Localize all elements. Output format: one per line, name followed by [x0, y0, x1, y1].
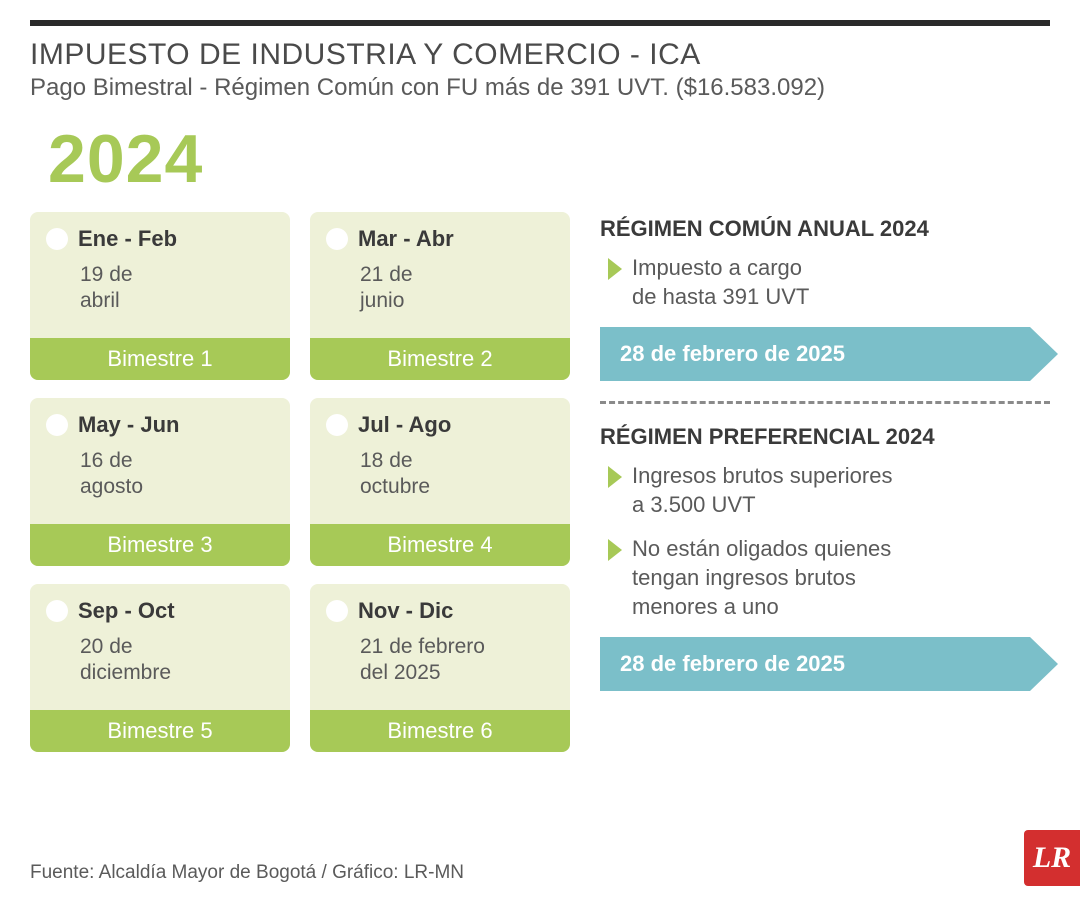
bimester-period: Sep - Oct — [78, 598, 175, 624]
bimester-period: Mar - Abr — [358, 226, 454, 252]
chevron-right-icon — [608, 539, 622, 561]
source-credit: Fuente: Alcaldía Mayor de Bogotá / Gráfi… — [30, 862, 464, 884]
bimester-date: 21 dejunio — [360, 262, 554, 315]
bimester-period: Nov - Dic — [358, 598, 453, 624]
bimester-footer: Bimestre 4 — [310, 524, 570, 566]
dot-icon — [46, 228, 68, 250]
regimen-comun-title: RÉGIMEN COMÚN ANUAL 2024 — [600, 216, 1050, 242]
dot-icon — [46, 600, 68, 622]
bimester-footer: Bimestre 6 — [310, 710, 570, 752]
bimester-card: Ene - Feb 19 deabril Bimestre 1 — [30, 212, 290, 380]
bimester-card: Nov - Dic 21 de febrerodel 2025 Bimestre… — [310, 584, 570, 752]
bimester-date: 18 deoctubre — [360, 448, 554, 501]
bimester-date: 16 deagosto — [80, 448, 274, 501]
bimester-footer: Bimestre 5 — [30, 710, 290, 752]
bimesters-column: Ene - Feb 19 deabril Bimestre 1 Mar - Ab… — [30, 212, 570, 752]
year-label: 2024 — [48, 120, 1050, 198]
dot-icon — [326, 414, 348, 436]
dot-icon — [326, 600, 348, 622]
page-title: IMPUESTO DE INDUSTRIA Y COMERCIO - ICA — [30, 38, 1050, 72]
bullet-text: Impuesto a cargode hasta 391 UVT — [632, 254, 809, 311]
bimester-card: Sep - Oct 20 dediciembre Bimestre 5 — [30, 584, 290, 752]
page-subtitle: Pago Bimestral - Régimen Común con FU má… — [30, 74, 1050, 102]
dashed-divider — [600, 401, 1050, 404]
bimester-footer: Bimestre 3 — [30, 524, 290, 566]
bullet-row: Ingresos brutos superioresa 3.500 UVT — [600, 462, 1050, 519]
top-rule — [30, 20, 1050, 26]
bimester-card: Jul - Ago 18 deoctubre Bimestre 4 — [310, 398, 570, 566]
date-banner: 28 de febrero de 2025 — [600, 327, 1030, 381]
dot-icon — [326, 228, 348, 250]
dot-icon — [46, 414, 68, 436]
bimester-period: Ene - Feb — [78, 226, 177, 252]
lr-logo: LR — [1024, 830, 1080, 886]
bullet-text: No están oligados quienestengan ingresos… — [632, 535, 891, 621]
bullet-row: Impuesto a cargode hasta 391 UVT — [600, 254, 1050, 311]
bimester-card: Mar - Abr 21 dejunio Bimestre 2 — [310, 212, 570, 380]
chevron-right-icon — [608, 258, 622, 280]
bimester-cards-grid: Ene - Feb 19 deabril Bimestre 1 Mar - Ab… — [30, 212, 570, 752]
main-layout: Ene - Feb 19 deabril Bimestre 1 Mar - Ab… — [30, 212, 1050, 752]
regimen-pref-title: RÉGIMEN PREFERENCIAL 2024 — [600, 424, 1050, 450]
regimen-column: RÉGIMEN COMÚN ANUAL 2024 Impuesto a carg… — [600, 212, 1050, 752]
bimester-date: 20 dediciembre — [80, 634, 274, 687]
bimester-footer: Bimestre 1 — [30, 338, 290, 380]
bimester-date: 19 deabril — [80, 262, 274, 315]
bullet-text: Ingresos brutos superioresa 3.500 UVT — [632, 462, 892, 519]
bimester-period: May - Jun — [78, 412, 179, 438]
bimester-card: May - Jun 16 deagosto Bimestre 3 — [30, 398, 290, 566]
bimester-date: 21 de febrerodel 2025 — [360, 634, 554, 687]
bimester-footer: Bimestre 2 — [310, 338, 570, 380]
bimester-period: Jul - Ago — [358, 412, 451, 438]
chevron-right-icon — [608, 466, 622, 488]
bullet-row: No están oligados quienestengan ingresos… — [600, 535, 1050, 621]
date-banner: 28 de febrero de 2025 — [600, 637, 1030, 691]
